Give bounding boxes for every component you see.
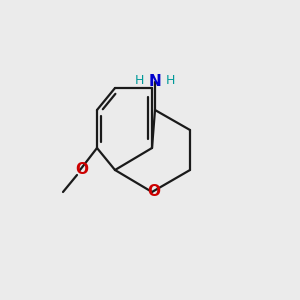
Text: H: H bbox=[166, 74, 175, 86]
Text: N: N bbox=[148, 74, 161, 89]
Text: O: O bbox=[148, 184, 160, 199]
Text: H: H bbox=[135, 74, 144, 86]
Text: O: O bbox=[76, 163, 88, 178]
